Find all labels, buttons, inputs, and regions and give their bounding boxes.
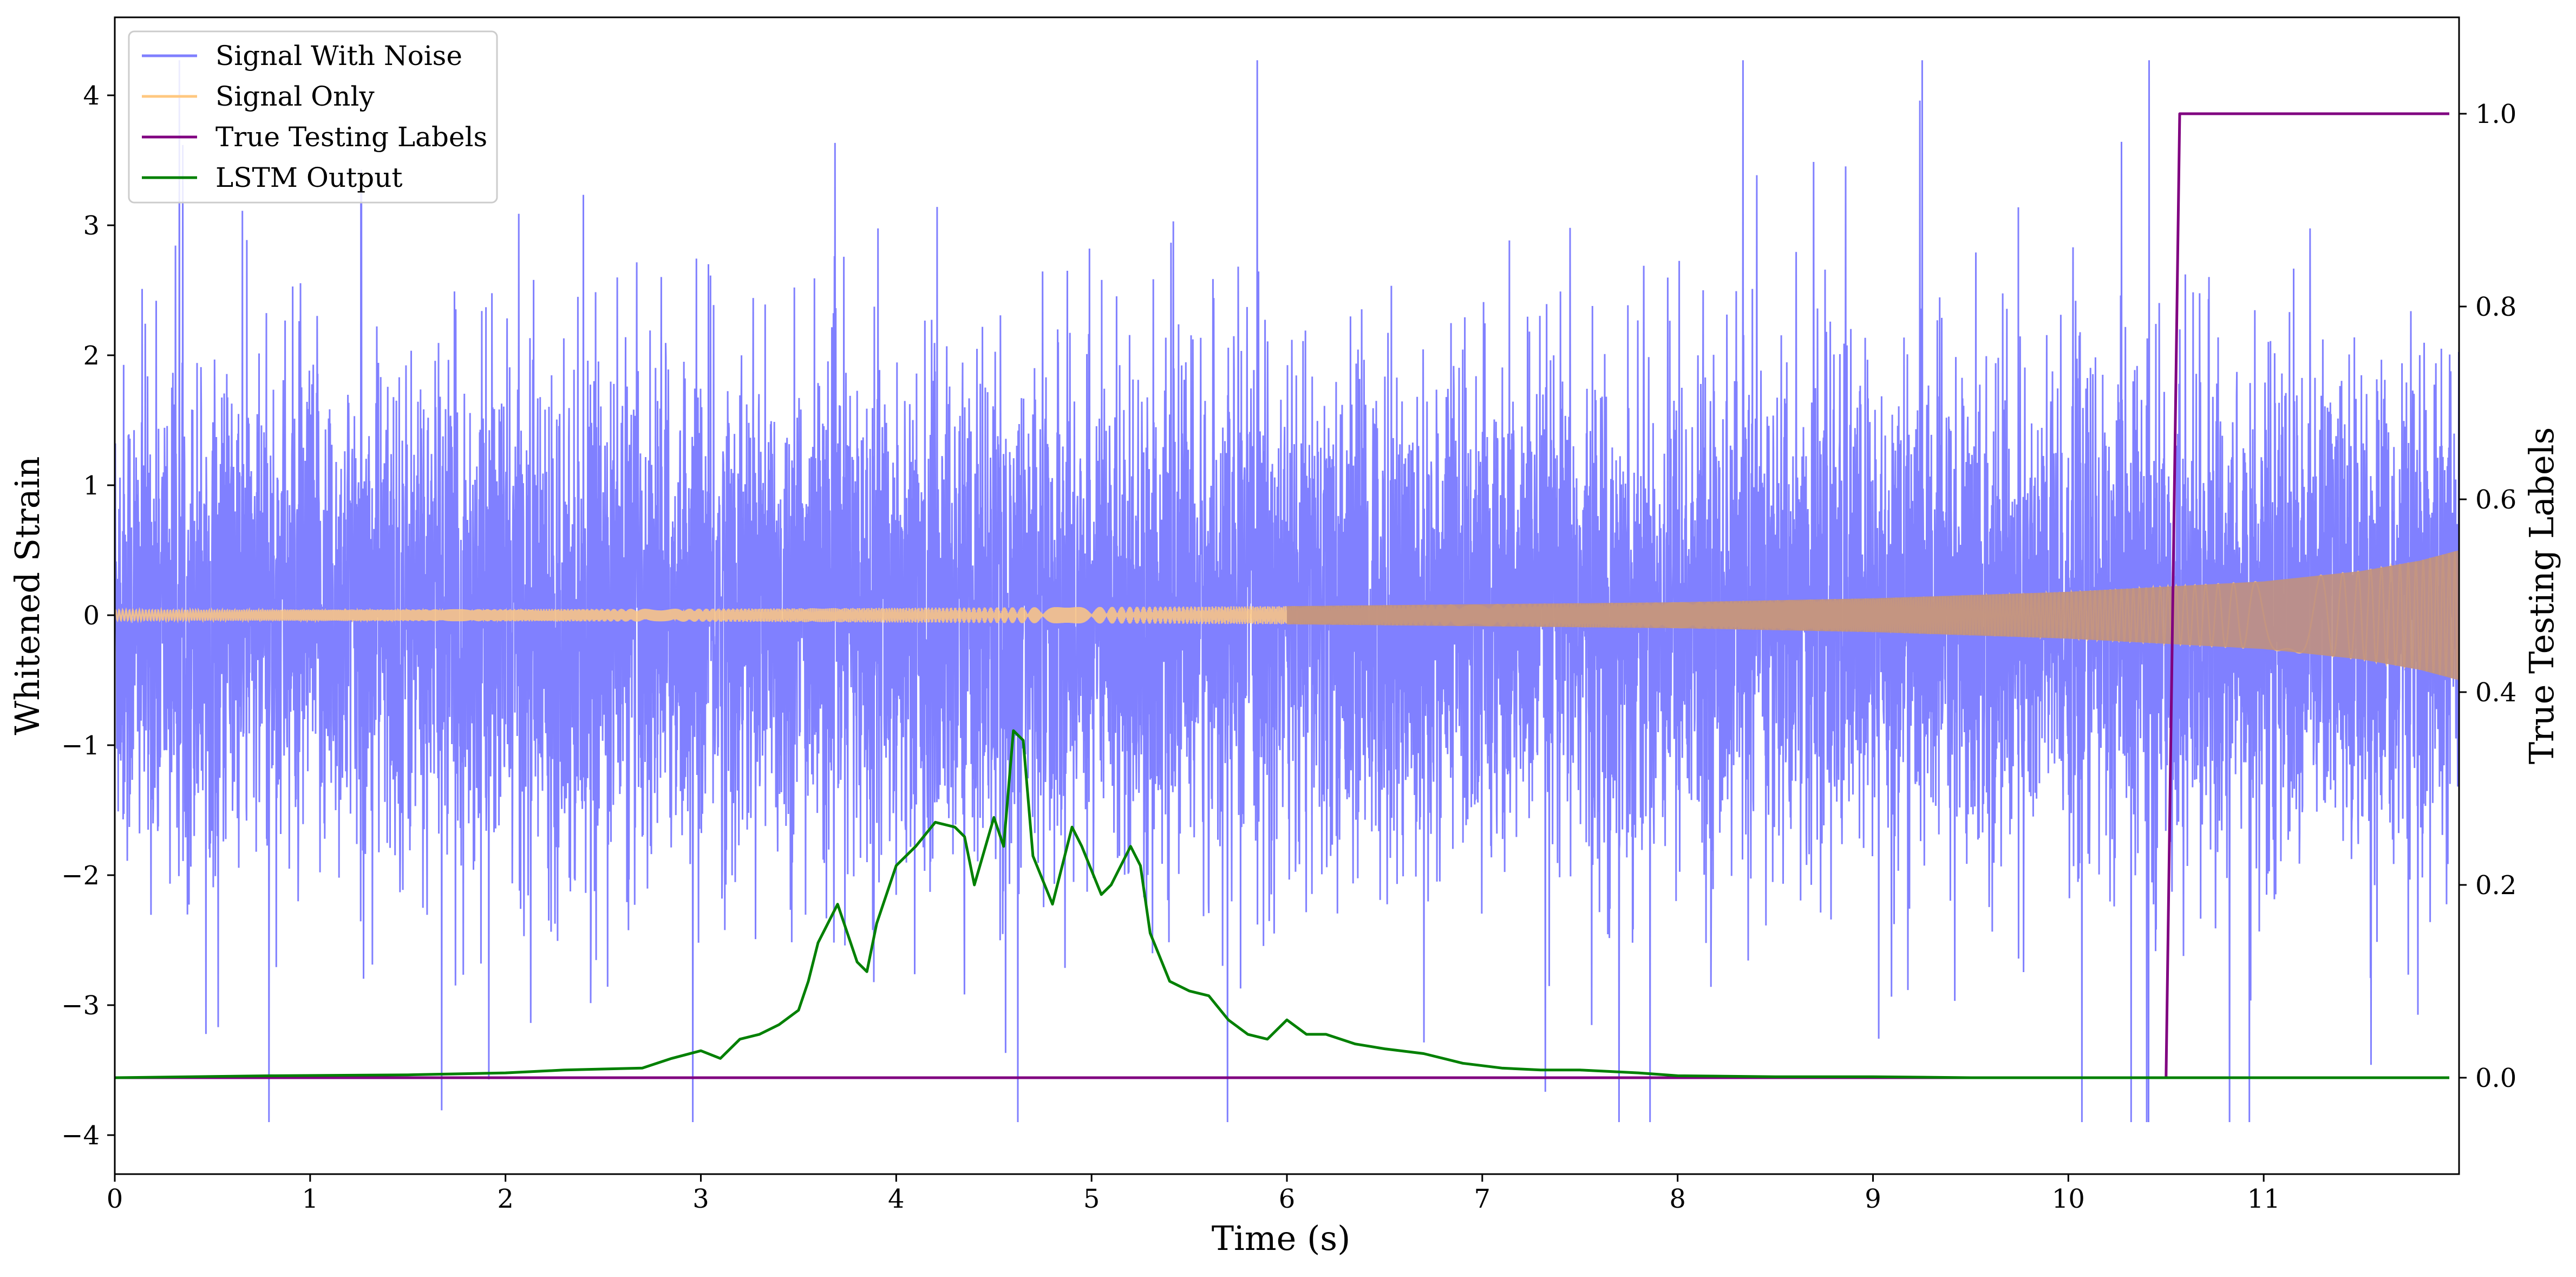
legend-label-signal-only: Signal Only (215, 81, 375, 112)
x-axis: 0 1 2 3 4 5 6 7 8 9 10 11 (107, 1174, 2280, 1214)
y2-tick-label: 0.8 (2475, 292, 2516, 322)
y2-tick-label: 1.0 (2475, 99, 2516, 129)
series-signal-with-noise (115, 60, 2459, 1123)
signal-only-envelope (1287, 550, 2459, 680)
y-axis-label: Whitened Strain (8, 457, 47, 735)
y-tick-label: −1 (61, 731, 100, 761)
x-tick-label: 9 (1865, 1184, 1881, 1214)
y-tick-label: −2 (61, 861, 100, 891)
legend-label-true-testing-labels: True Testing Labels (215, 121, 487, 153)
x-tick-label: 10 (2052, 1184, 2085, 1214)
x-tick-label: 3 (692, 1184, 709, 1214)
legend: Signal With Noise Signal Only True Testi… (128, 30, 498, 204)
x-tick-label: 6 (1279, 1184, 1296, 1214)
x-tick-label: 11 (2247, 1184, 2280, 1214)
y2-axis-label: True Testing Labels (2522, 427, 2561, 765)
y-tick-label: −3 (61, 991, 100, 1021)
y-tick-label: 1 (83, 471, 100, 501)
series-lstm-output (115, 729, 2449, 1079)
x-tick-label: 2 (497, 1184, 514, 1214)
y-tick-label: 0 (83, 601, 100, 631)
x-tick-label: 0 (107, 1184, 123, 1214)
legend-label-lstm-output: LSTM Output (215, 162, 402, 193)
y2-tick-label: 0.0 (2475, 1063, 2516, 1093)
series-true-testing-labels (115, 112, 2449, 1079)
legend-box (128, 30, 498, 204)
x-tick-label: 8 (1669, 1184, 1686, 1214)
y-tick-label: 2 (83, 341, 100, 371)
y2-axis: 0.0 0.2 0.4 0.6 0.8 1.0 (2459, 99, 2516, 1093)
legend-label-signal-with-noise: Signal With Noise (215, 40, 462, 71)
y-tick-label: 4 (83, 81, 100, 111)
y-axis: −4 −3 −2 −1 0 1 2 3 4 (61, 81, 115, 1151)
y-tick-label: 3 (83, 211, 100, 241)
y2-tick-label: 0.2 (2475, 870, 2516, 901)
x-tick-label: 5 (1083, 1184, 1100, 1214)
plot-area (115, 60, 2459, 1123)
y-tick-label: −4 (61, 1120, 100, 1151)
y2-tick-label: 0.4 (2475, 677, 2516, 708)
x-tick-label: 7 (1474, 1184, 1491, 1214)
x-axis-label: Time (s) (1212, 1219, 1351, 1258)
x-tick-label: 4 (888, 1184, 905, 1214)
x-tick-label: 1 (302, 1184, 319, 1214)
y2-tick-label: 0.6 (2475, 485, 2516, 515)
